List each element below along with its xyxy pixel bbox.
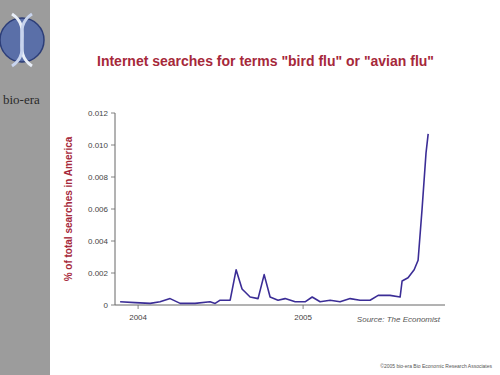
y-tick-label: 0 xyxy=(104,301,109,310)
y-tick xyxy=(111,273,115,274)
y-tick-label: 0.008 xyxy=(88,173,109,182)
logo-text: bio-era xyxy=(3,92,40,107)
x-tick-label: 2004 xyxy=(129,313,147,322)
y-tick xyxy=(111,145,115,146)
copyright: ©2005 bio-era Bio Economic Research Asso… xyxy=(380,363,492,369)
source: Source: The Economist xyxy=(357,315,441,324)
y-tick xyxy=(111,177,115,178)
data-line xyxy=(120,134,428,304)
y-tick xyxy=(111,113,115,114)
title: Internet searches for terms "bird flu" o… xyxy=(97,53,434,69)
x-tick xyxy=(138,305,139,309)
y-tick-label: 0.004 xyxy=(88,237,109,246)
x-tick xyxy=(303,305,304,309)
y-tick xyxy=(111,305,115,306)
y-axis xyxy=(115,113,116,305)
y-tick-label: 0.012 xyxy=(88,109,109,118)
y-tick xyxy=(111,241,115,242)
y-axis-label: % of total searches in America xyxy=(63,136,74,281)
y-tick-label: 0.006 xyxy=(88,205,109,214)
logo xyxy=(0,14,44,66)
chart: bio-era Internet searches for terms "bird… xyxy=(0,0,500,375)
sidebar xyxy=(0,0,50,375)
x-axis xyxy=(115,305,445,306)
plot-area xyxy=(120,134,428,304)
y-tick-label: 0.002 xyxy=(88,269,109,278)
y-tick-label: 0.010 xyxy=(88,141,109,150)
logo-helix xyxy=(12,14,32,66)
y-tick xyxy=(111,209,115,210)
logo-helix xyxy=(12,14,32,66)
x-tick-label: 2005 xyxy=(294,313,312,322)
